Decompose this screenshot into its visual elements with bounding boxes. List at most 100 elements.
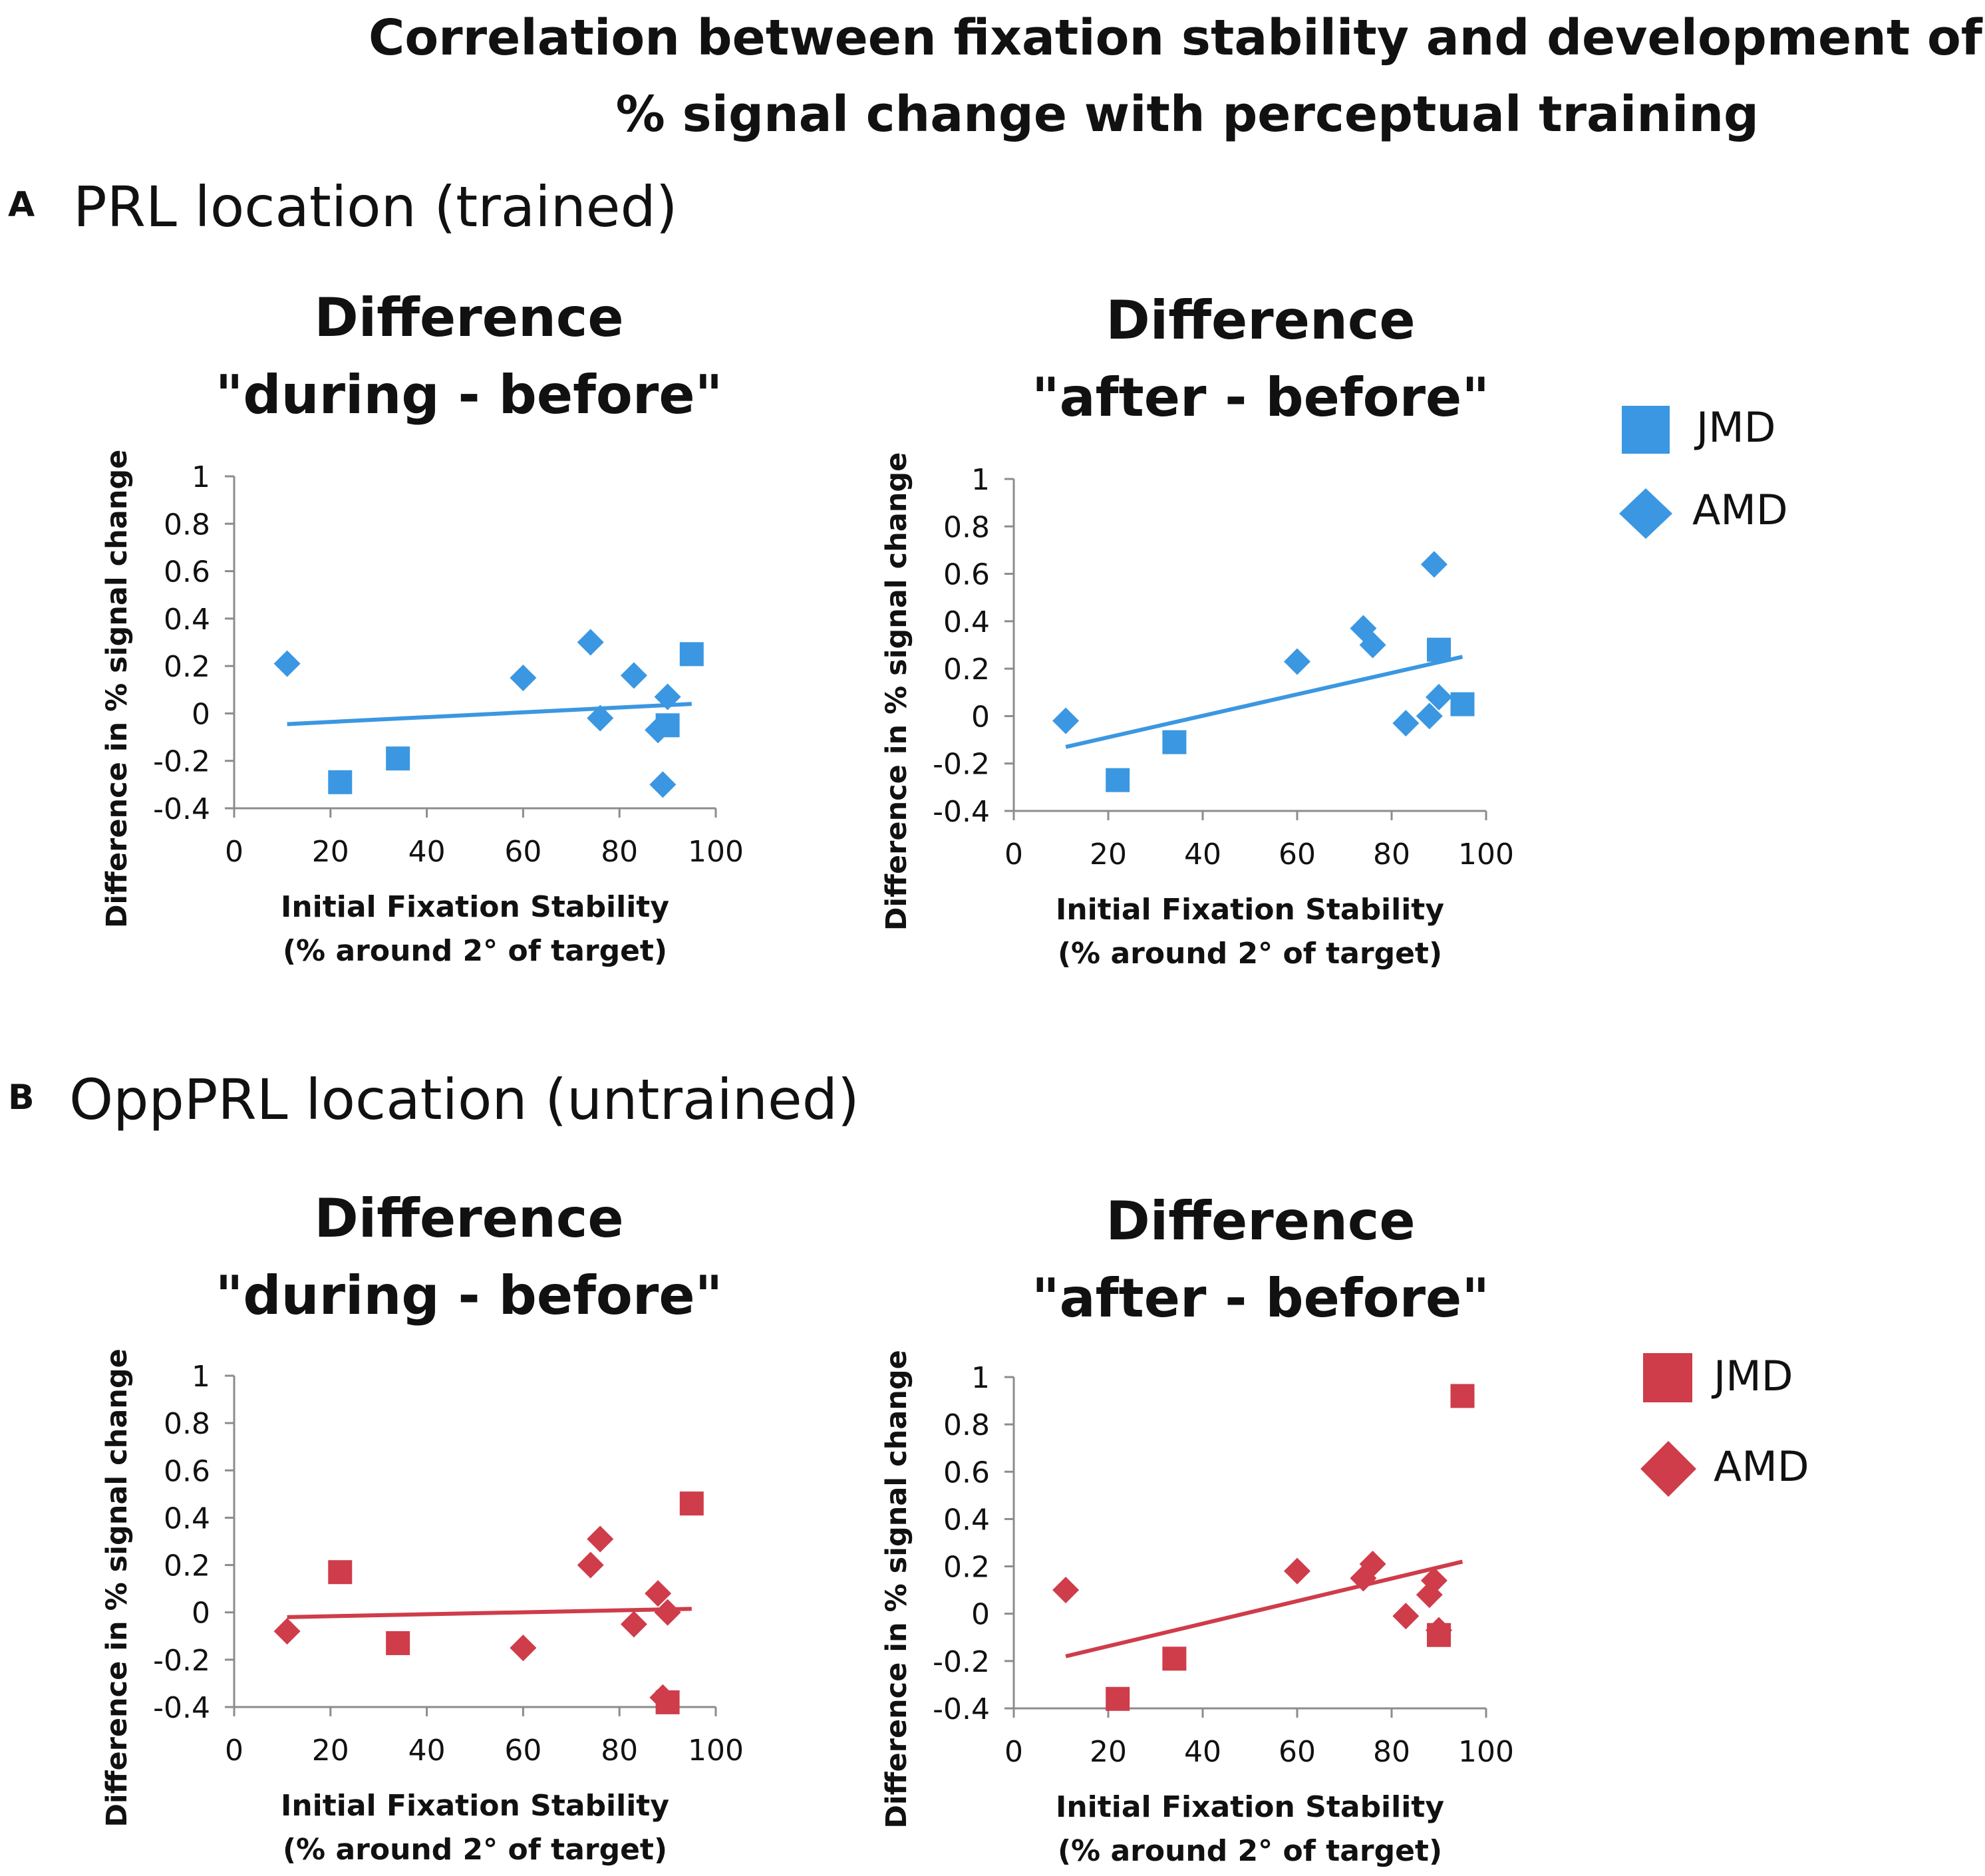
x-tick-label: 40 [408,835,446,869]
panel-a-title: PRL location (trained) [73,174,678,239]
x-tick-label: 80 [601,1734,638,1768]
chart-a1-title: Difference "during - before" [200,279,738,434]
chart-b2: -0.4 -0.2 0 0.2 0.4 0.6 0.8 1 0 20 40 60 80 100 Initia… [880,1350,1514,1868]
legend-b-amd-marker [1640,1441,1696,1497]
trendline [287,702,692,726]
y-tick-label: 0 [971,1598,990,1632]
data-point-amd [1052,1577,1080,1604]
x-tick-label: 80 [601,835,638,869]
y-tick-label: 0.6 [943,1456,990,1489]
y-tick-label: 0.4 [164,1501,210,1535]
x-tick-label: 0 [225,835,243,869]
y-tick-label: 0.4 [943,605,990,639]
data-point-amd [1284,648,1310,675]
trendline [1065,1559,1463,1658]
x-tick-label: 60 [504,1734,541,1768]
y-tick-label: -0.2 [933,1645,990,1679]
x-axis-label: Initial Fixation Stability [1056,893,1444,927]
y-tick-label: 0.2 [164,1549,210,1583]
legend-a-jmd-label: JMD [1696,403,1776,452]
legend-b-amd-label: AMD [1714,1442,1809,1491]
chart-a2-title-line-1: Difference [1106,289,1416,351]
chart-b2-title: Difference "after - before" [991,1183,1530,1337]
figure-title: Correlation between fixation stability a… [0,0,1985,152]
x-axis-label: (% around 2° of target) [283,1833,667,1867]
data-point-amd [1392,710,1420,737]
x-tick-label: 100 [688,1734,744,1768]
chart-a1-title-line-1: Difference [314,287,624,349]
data-point-jmd [386,746,410,771]
data-point-jmd [1106,768,1130,792]
data-point-amd [654,683,681,710]
x-tick-label: 40 [408,1734,446,1768]
y-axis-label: Difference in % signal change [880,1350,913,1829]
data-point-amd [577,1551,604,1579]
chart-b1: -0.4 -0.2 0 0.2 0.4 0.6 0.8 1 0 20 40 60 80 100 Initia… [100,1348,744,1867]
y-tick-label: 1 [192,460,210,494]
data-point-amd [510,664,537,691]
y-tick-label: 0.2 [943,653,990,687]
data-point-amd [645,716,672,744]
legend-b-jmd-marker [1643,1353,1692,1402]
y-tick-label: 0.8 [943,510,990,544]
x-tick-label: 20 [1090,1735,1127,1769]
x-tick-label: 0 [1004,1735,1023,1769]
y-tick-label: -0.4 [153,792,210,826]
chart-a2: -0.4 -0.2 0 0.2 0.4 0.6 0.8 1 0 20 40 60 80 100 Initia… [880,452,1514,971]
y-tick-label: -0.4 [933,1692,990,1726]
y-tick-label: -0.2 [153,1644,210,1678]
data-point-amd [645,1580,672,1607]
data-point-amd [1426,683,1452,710]
x-tick-label: 20 [312,1734,349,1768]
y-tick-label: -0.2 [153,745,210,779]
data-point-jmd [679,1491,704,1516]
data-point-amd [1359,1551,1386,1578]
data-point-amd [577,629,604,656]
x-tick-label: 80 [1373,838,1410,871]
y-tick-label: 0 [192,697,210,731]
legend-a-markers [1619,406,1672,539]
x-axis-label: Initial Fixation Stability [281,890,669,924]
data-point-jmd [1162,1646,1187,1671]
x-axis-label: (% around 2° of target) [283,934,667,968]
trendline [287,1607,692,1619]
x-axis-label: (% around 2° of target) [1058,1834,1442,1868]
data-point-amd [620,662,647,689]
data-point-amd [1416,1581,1443,1609]
data-point-amd [587,704,614,732]
x-tick-label: 60 [504,835,541,869]
figure-title-line-2: % signal change with perceptual training [615,85,1759,143]
data-point-jmd [1450,1384,1475,1408]
legend-b-markers [1640,1353,1696,1497]
x-tick-label: 40 [1184,838,1221,871]
y-axis-label: Difference in % signal change [100,450,134,929]
y-tick-label: 1 [971,1361,990,1395]
data-point-jmd [1427,637,1451,662]
data-point-amd [273,1618,301,1645]
panel-a-letter: A [8,185,35,225]
y-tick-label: 0.8 [164,1407,210,1441]
x-tick-label: 40 [1184,1735,1221,1769]
y-tick-label: 0.6 [943,558,990,592]
chart-b1-title-line-1: Difference [314,1187,624,1249]
data-point-amd [1416,703,1443,730]
y-tick-label: 0 [971,700,990,734]
legend-a-jmd-marker [1622,406,1670,454]
x-axis-label: Initial Fixation Stability [281,1789,669,1823]
legend-a: JMD AMD [1616,399,1896,546]
panel-b-title: OppPRL location (untrained) [69,1067,859,1132]
x-tick-label: 100 [1458,838,1514,871]
data-point-amd [273,650,301,677]
data-point-jmd [328,770,353,794]
x-tick-label: 80 [1373,1735,1410,1769]
x-tick-label: 100 [1458,1735,1514,1769]
y-tick-label: 0.6 [164,555,210,589]
data-point-jmd [1450,692,1475,716]
data-point-jmd [679,642,704,667]
chart-a2-title: Difference "after - before" [991,282,1530,436]
data-point-amd [649,771,677,798]
trendline [1065,655,1463,749]
y-tick-label: 0.2 [164,650,210,684]
x-axis-label: Initial Fixation Stability [1056,1790,1444,1824]
data-point-amd [1052,707,1080,734]
